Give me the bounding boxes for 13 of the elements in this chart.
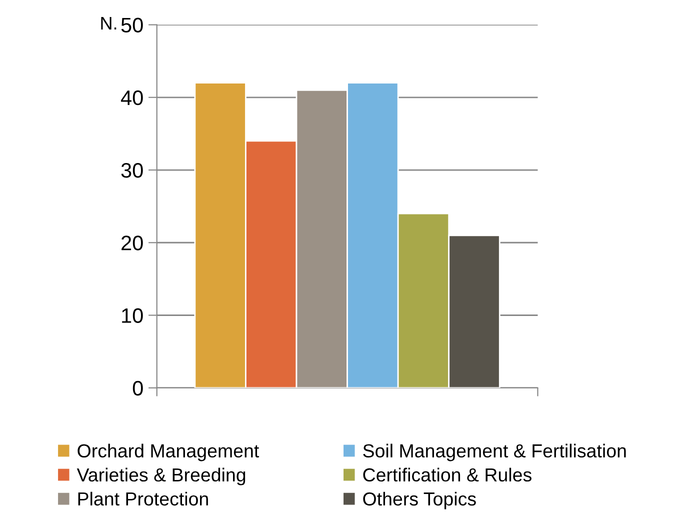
legend-label: Certification & Rules: [363, 468, 532, 482]
legend-label: Others Topics: [363, 492, 476, 510]
y-tick-label: 10: [122, 308, 143, 324]
y-axis-title: N.: [101, 17, 116, 30]
y-tick-label: 50: [121, 18, 143, 33]
y-tick-label: 20: [122, 236, 143, 250]
legend-label: Soil Management & Fertilisation: [363, 444, 626, 462]
y-tick-label: 0: [132, 380, 143, 396]
y-tick-label: 30: [121, 163, 143, 178]
legend-label: Orchard Management: [78, 444, 260, 462]
legend-label: Varieties & Breeding: [76, 468, 246, 486]
legend-label: Plant Protection: [78, 492, 208, 506]
y-tick-label: 40: [120, 90, 143, 106]
